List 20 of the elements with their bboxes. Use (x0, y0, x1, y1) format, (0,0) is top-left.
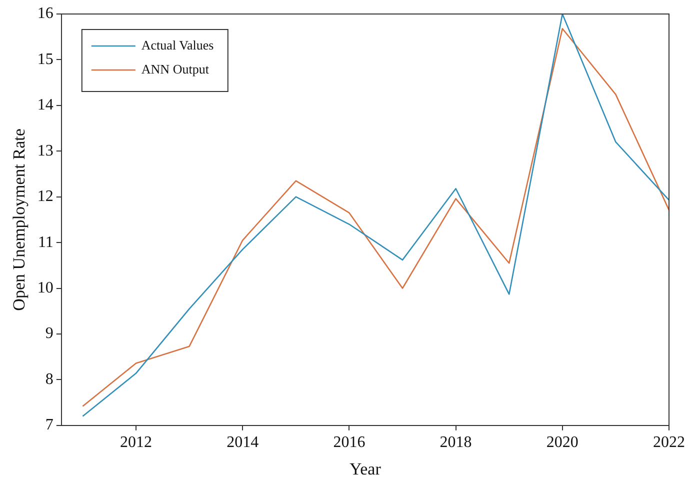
y-tick-label: 16 (37, 5, 54, 22)
y-tick-label: 11 (38, 234, 54, 251)
y-tick-label: 13 (37, 142, 54, 160)
y-tick-label: 8 (45, 370, 54, 388)
y-tick-label: 14 (37, 96, 54, 114)
x-tick-label: 2014 (226, 434, 259, 452)
y-tick-label: 10 (37, 279, 54, 296)
x-tick-label: 2022 (653, 434, 685, 452)
y-tick-label: 12 (37, 188, 54, 206)
y-tick-label: 7 (45, 416, 54, 434)
x-tick-label: 2018 (440, 434, 472, 452)
x-tick-label: 2020 (546, 434, 578, 452)
y-tick-label: 15 (37, 50, 54, 68)
legend-label: Actual Values (141, 37, 214, 52)
legend-label: ANN Output (141, 61, 210, 76)
x-tick-label: 2012 (120, 434, 152, 452)
y-axis-title: Open Unemployment Rate (10, 128, 29, 311)
x-tick-label: 2016 (333, 434, 366, 452)
y-tick-label: 9 (45, 325, 54, 342)
x-axis-title: Year (350, 459, 382, 478)
